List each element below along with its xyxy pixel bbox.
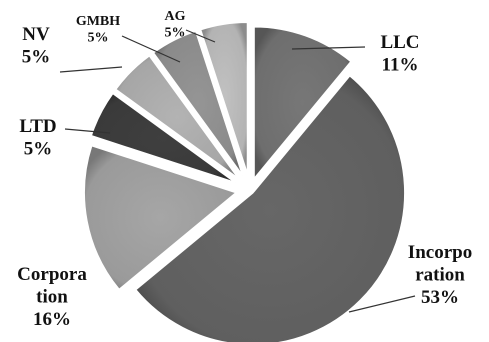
pie-slice-incorporation — [134, 74, 406, 342]
leader-line-ag — [185, 29, 216, 43]
leader-line-incorporation — [348, 295, 416, 313]
slice-label-corporation: Corpora tion 16% — [17, 264, 87, 330]
labels-layer: LLC 11% Incorpo ration 53% Corpora tion 16% LTD 5… — [17, 9, 472, 330]
slice-label-ag: AG 5% — [165, 9, 186, 41]
leader-lines-layer — [59, 29, 416, 313]
pie-slice-llc — [253, 25, 353, 181]
slice-label-llc: LLC 11% — [380, 32, 419, 75]
slice-label-nv: NV 5% — [22, 24, 51, 67]
slice-label-gmbh: GMBH 5% — [76, 14, 120, 46]
leader-line-gmbh — [121, 35, 181, 63]
pie-slice-nv — [114, 54, 240, 180]
slice-label-ltd: LTD 5% — [19, 116, 56, 159]
leader-line-llc — [291, 46, 366, 50]
slice-label-incorporation: Incorpo ration 53% — [408, 242, 472, 308]
pie-slice-corporation — [83, 144, 238, 291]
pie-slice-ag — [199, 21, 249, 175]
pie-slice-gmbh — [152, 30, 244, 177]
leader-line-nv — [59, 66, 123, 73]
pie-slice-ltd — [90, 92, 237, 184]
slices-layer — [83, 21, 406, 342]
leader-line-ltd — [64, 128, 111, 134]
